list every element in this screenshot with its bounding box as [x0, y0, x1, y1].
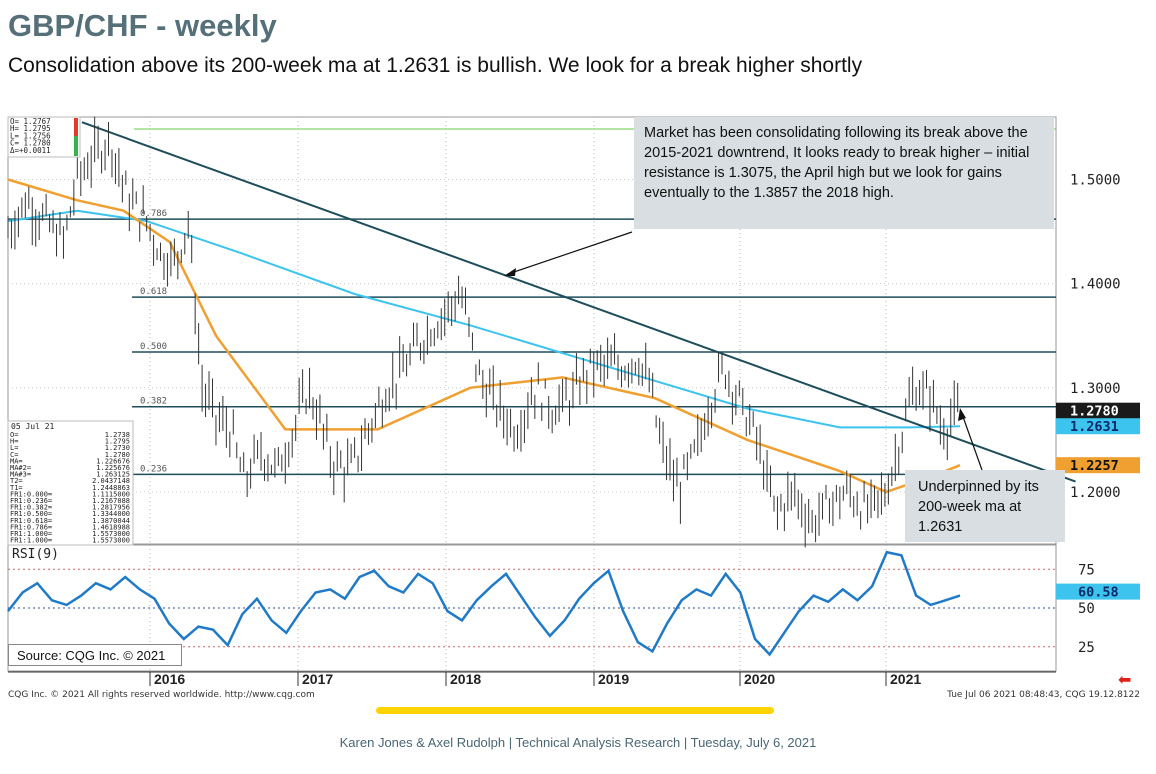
data-panel-value: 1.2730 — [105, 444, 130, 452]
x-tick-label: 2019 — [598, 671, 629, 687]
data-panel-value: 1.5573000 — [92, 537, 130, 545]
ohlc-green-marker — [74, 136, 78, 156]
data-panel-key: C= — [10, 451, 18, 459]
data-panel-top-line: Δ=+0.0011 — [10, 146, 51, 155]
data-panel-value: 1.2780 — [105, 451, 130, 459]
scroll-left-arrow-icon[interactable]: ⬅ — [1118, 670, 1132, 689]
data-panel-top — [7, 116, 81, 158]
cqg-copyright: CQG Inc. © 2021 All rights reserved worl… — [8, 690, 315, 700]
data-panel-key: MA= — [10, 457, 23, 465]
arrow-line-top — [507, 231, 633, 275]
data-panel-top-line: C= 1.2780 — [10, 139, 51, 148]
data-panel-key: H= — [10, 438, 18, 446]
x-tick-label: 2021 — [890, 671, 921, 687]
data-panel-key: FR1:0.618= — [10, 517, 52, 525]
data-panel-value: 2.0437148 — [92, 477, 130, 485]
x-tick-label: 2017 — [302, 671, 333, 687]
price-tag-ma200 — [1056, 418, 1140, 435]
data-panel-value: 1.3344000 — [92, 510, 130, 518]
cqg-timestamp: Tue Jul 06 2021 08:48:43, CQG 19.12.8122 — [947, 690, 1140, 700]
data-panel-value: 1.2817956 — [92, 504, 130, 512]
data-panel-value: 1.2795 — [105, 438, 130, 446]
fib-level-label: 0.236 — [140, 464, 167, 474]
fib-level-label: 0.786 — [140, 209, 167, 219]
rsi-tick-label: 25 — [1078, 640, 1095, 656]
rsi-line — [7, 550, 961, 657]
annotation-top: Market has been consolidating following … — [634, 117, 1054, 229]
price-tag-ma55 — [1056, 457, 1140, 474]
data-panel-value: 1.226676 — [96, 457, 130, 465]
yellow-accent-bar — [376, 707, 774, 714]
page-footer: Karen Jones & Axel Rudolph | Technical A… — [339, 735, 817, 750]
x-tick-label: 2020 — [744, 671, 775, 687]
data-panel-top-line: H= 1.2795 — [10, 124, 51, 133]
ma200-line — [7, 209, 961, 429]
data-panel-value: 1.5573000 — [92, 530, 130, 538]
arrow-line-bottom — [961, 413, 983, 471]
y-tick-label: 1.3000 — [1070, 381, 1121, 397]
data-panel-key: FR1:0.382= — [10, 504, 52, 512]
fib-level-label: 0.618 — [140, 287, 167, 297]
annotation-bottom: Underpinned by its 200-week ma at 1.2631 — [905, 470, 1065, 542]
data-panel-top-line: O= 1.2767 — [10, 117, 51, 126]
price-tag-label: 1.2780 — [1070, 404, 1119, 420]
data-panel-key: MA#2= — [10, 464, 31, 472]
rsi-label: RSI(9) — [12, 547, 59, 562]
rsi-tick-label: 50 — [1078, 601, 1095, 617]
data-panel-key: FR1:0.786= — [10, 523, 52, 531]
price-tag-last — [1056, 402, 1140, 419]
price-tag-label: 1.2631 — [1070, 419, 1119, 435]
data-panel-value: 1.2448863 — [92, 484, 130, 492]
x-tick-label: 2016 — [154, 671, 185, 687]
data-panel-value: 1.225676 — [96, 464, 130, 472]
data-panel-key: O= — [10, 431, 18, 439]
source-label: Source: CQG Inc. © 2021 — [8, 644, 182, 666]
page-title: GBP/CHF - weekly — [8, 8, 277, 43]
data-panel-top-line: L= 1.2756 — [10, 131, 51, 140]
data-panel-key: FR1:0.500= — [10, 510, 52, 518]
price-tag-label: 1.2257 — [1070, 458, 1119, 474]
data-panel-date: 05 Jul 21 — [11, 422, 55, 431]
data-panel-key: MA#3= — [10, 471, 31, 479]
data-panel-key: FR1:1.000= — [10, 537, 52, 545]
price-pane-frame — [7, 116, 1057, 545]
fib-level-label: 0.500 — [140, 342, 167, 352]
data-panel-value: 1.2738 — [105, 431, 130, 439]
y-tick-label: 1.2000 — [1070, 485, 1121, 501]
data-panel-key: T2= — [10, 477, 23, 485]
data-panel-key: T1= — [10, 484, 23, 492]
data-panel-key: FR1:0.000= — [10, 490, 52, 498]
data-panel-value: 1.4618988 — [92, 523, 130, 531]
page-subtitle: Consolidation above its 200-week ma at 1… — [8, 54, 863, 77]
ohlc-red-marker — [74, 118, 78, 136]
data-panel-key: FR1:0.236= — [10, 497, 52, 505]
rsi-last-label: 60.58 — [1078, 585, 1119, 601]
rsi-last-tag — [1056, 583, 1140, 600]
y-tick-label: 1.4000 — [1070, 277, 1121, 293]
arrow-head-top — [504, 268, 516, 276]
downtrend-line — [81, 121, 1076, 483]
rsi-tick-label: 75 — [1078, 562, 1095, 578]
x-tick-label: 2018 — [450, 671, 481, 687]
fib-level-label: 0.382 — [140, 397, 167, 407]
data-panel-value: 1.1115000 — [92, 490, 130, 498]
data-panel-value: 1.263125 — [96, 471, 130, 479]
y-tick-label: 1.5000 — [1070, 172, 1121, 188]
arrow-head-bottom — [958, 408, 966, 421]
data-panel-key: L= — [10, 444, 18, 452]
data-panel-value: 1.2167088 — [92, 497, 130, 505]
data-panel-key: FR1:1.000= — [10, 530, 52, 538]
data-panel-value: 1.3870044 — [92, 517, 130, 525]
data-panel-bottom — [7, 420, 134, 546]
